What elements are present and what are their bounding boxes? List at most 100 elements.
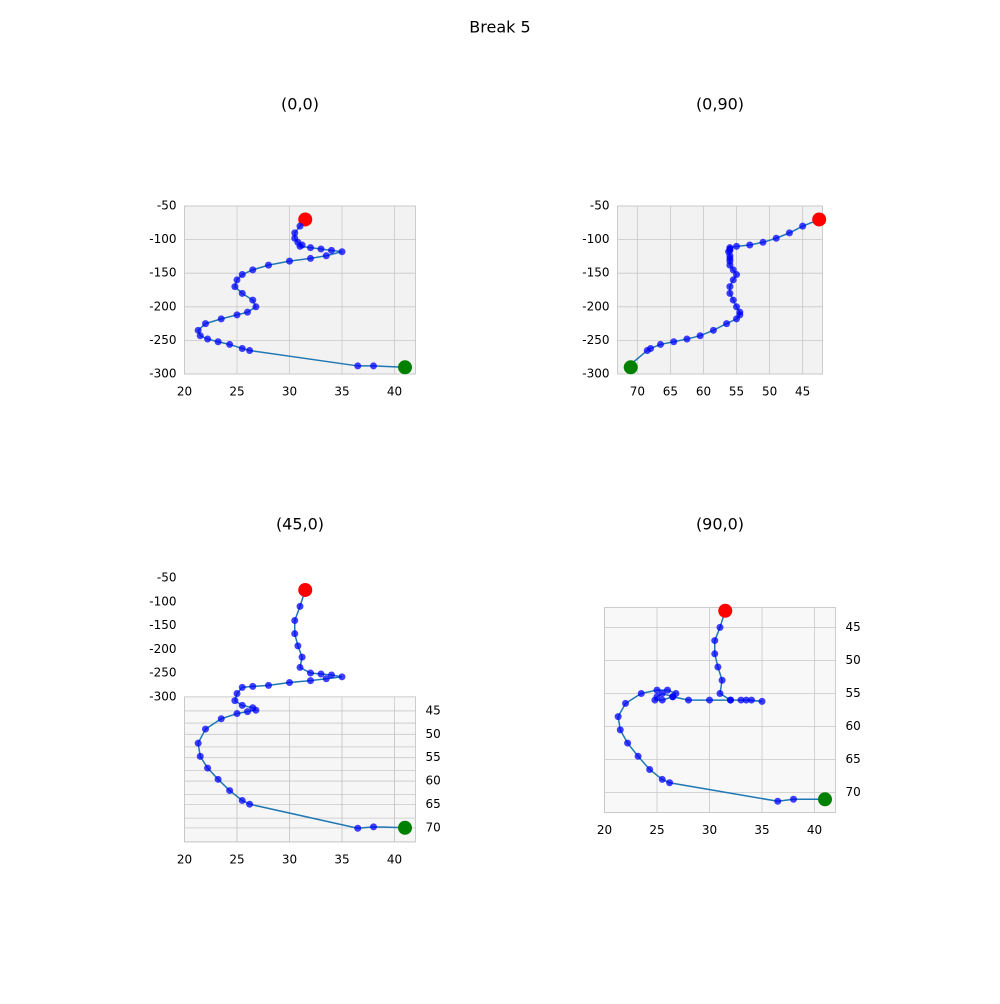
x-tick-label: 30 — [282, 852, 297, 866]
point — [666, 779, 674, 787]
point — [733, 242, 741, 250]
point — [729, 276, 737, 284]
y-tick-label: 55 — [426, 750, 441, 764]
point — [643, 346, 651, 354]
z-tick-label: -300 — [149, 689, 176, 703]
z-tick-label: -200 — [149, 299, 176, 313]
point — [354, 362, 362, 370]
x-tick-label: 20 — [597, 823, 612, 837]
y-tick-label: 60 — [846, 719, 861, 733]
point — [252, 706, 260, 714]
y-tick-label: 65 — [426, 797, 441, 811]
point — [307, 669, 314, 677]
x-tick-label: 20 — [177, 385, 192, 399]
point — [298, 653, 306, 661]
point — [238, 701, 246, 709]
figure-title: Break 5 — [469, 18, 530, 37]
point — [194, 739, 202, 747]
point — [249, 266, 257, 274]
y-tick-label: 45 — [426, 703, 441, 717]
x-tick-label: 40 — [387, 385, 402, 399]
subplot: (0,0) 20 25 30 35 40 -300 -250 -200 -150 -100 -50 — [149, 95, 416, 399]
end-point — [818, 792, 832, 807]
point — [296, 602, 304, 610]
point — [737, 696, 745, 704]
point — [637, 689, 645, 697]
point — [294, 642, 302, 650]
y-tick-label: 50 — [846, 653, 861, 667]
y-tick-label: 55 — [729, 385, 744, 399]
y-tick-label: 70 — [846, 785, 861, 799]
point — [244, 308, 251, 316]
x-tick-label: 25 — [229, 385, 244, 399]
point — [249, 296, 257, 304]
start-point — [718, 603, 733, 618]
point — [328, 246, 335, 254]
point — [226, 787, 234, 795]
point — [217, 715, 225, 723]
point — [214, 338, 222, 346]
point — [723, 320, 731, 328]
point — [328, 671, 335, 679]
z-tick-label: -250 — [149, 666, 176, 680]
z-tick-label: -300 — [582, 367, 609, 381]
point — [296, 242, 304, 250]
x-tick-label: 30 — [702, 823, 717, 837]
point — [296, 663, 304, 671]
point — [233, 311, 241, 319]
point — [286, 257, 293, 265]
point — [202, 725, 209, 733]
z-tick-label: -250 — [149, 333, 176, 347]
x-tick-label: 25 — [229, 852, 244, 866]
point — [634, 752, 642, 760]
point — [231, 697, 239, 705]
point — [658, 775, 666, 783]
point — [718, 676, 726, 684]
point — [246, 346, 254, 354]
y-tick-label: 60 — [696, 385, 711, 399]
y-tick-label: 50 — [762, 385, 777, 399]
subplot: (90,0) 20 25 30 35 40 45 50 55 60 65 70 — [597, 515, 861, 838]
z-tick-label: -300 — [149, 367, 176, 381]
point — [706, 696, 713, 704]
y-tick-label: 70 — [630, 385, 645, 399]
point — [759, 238, 767, 246]
point — [614, 713, 622, 721]
x-tick-label: 40 — [807, 823, 822, 837]
y-tick-label: 65 — [663, 385, 678, 399]
z-tick-label: -100 — [149, 594, 176, 608]
x-tick-label: 35 — [334, 385, 349, 399]
point — [196, 332, 204, 340]
point — [748, 696, 755, 704]
point — [244, 708, 251, 716]
point — [322, 675, 330, 683]
point — [758, 697, 766, 705]
y-tick-label: 55 — [846, 686, 861, 700]
point — [696, 332, 704, 340]
subplot-title: (90,0) — [696, 515, 744, 534]
point — [785, 229, 793, 237]
point — [233, 276, 241, 284]
point — [238, 289, 246, 297]
point — [711, 637, 719, 645]
point — [354, 824, 362, 832]
point — [204, 764, 212, 772]
point — [651, 696, 659, 704]
point — [291, 617, 299, 625]
x-tick-label: 30 — [282, 385, 297, 399]
point — [729, 296, 737, 304]
subplot-title: (45,0) — [276, 515, 324, 534]
y-tick-label: 45 — [795, 385, 810, 399]
point — [664, 686, 671, 694]
floor-pane — [604, 607, 836, 813]
subplot: (0,90) 45 50 55 60 65 70 -300 -250 -200 -150 -100 -5… — [582, 95, 827, 399]
point — [291, 630, 299, 638]
point — [733, 303, 741, 311]
point — [624, 739, 632, 747]
z-tick-label: -100 — [149, 232, 176, 246]
point — [726, 289, 734, 297]
point — [672, 689, 680, 697]
point — [204, 335, 212, 343]
point — [658, 689, 666, 697]
x-tick-label: 25 — [649, 823, 664, 837]
